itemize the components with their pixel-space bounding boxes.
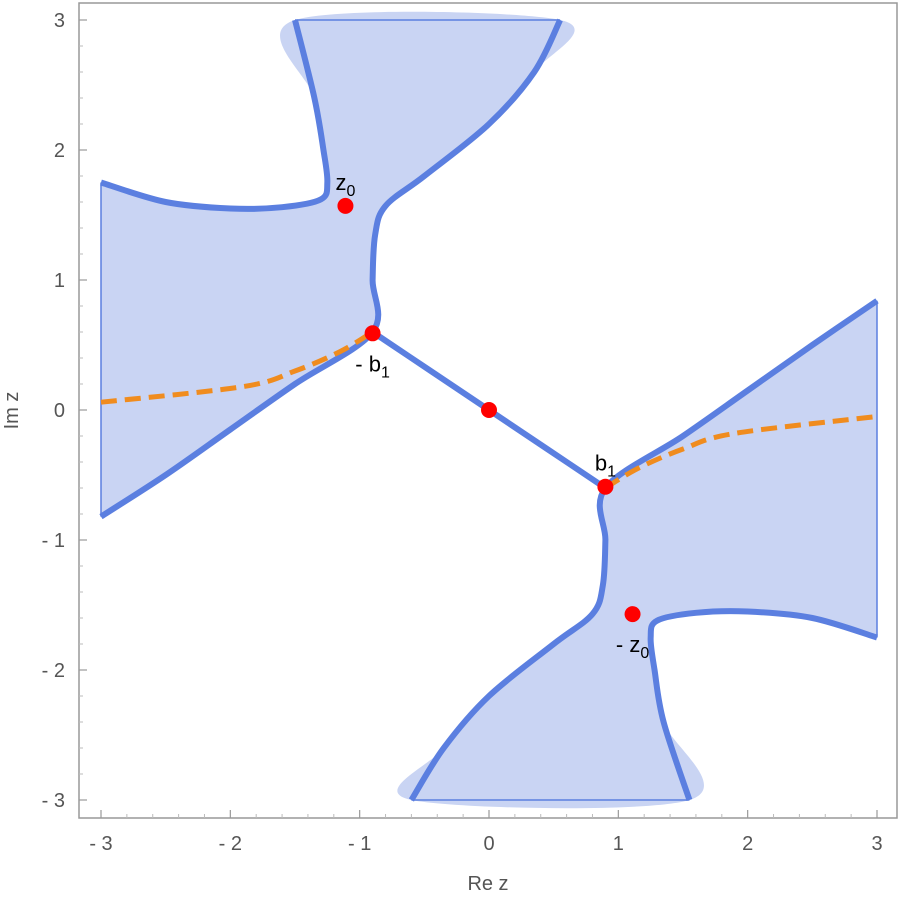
point-1 [337, 197, 354, 214]
x-tick-label-4: 0 [483, 833, 494, 855]
point-3 [481, 402, 497, 418]
point-label-1: z0 [335, 170, 355, 200]
x-tick-label-6: 2 [742, 833, 753, 855]
point-label-5: - z0 [616, 632, 649, 662]
dashed-curve-2 [604, 414, 878, 491]
y-tick-label-3: - 1 [42, 530, 65, 552]
y-tick-label-4: 0 [54, 400, 65, 422]
boundary-lower-right-inner [408, 298, 879, 802]
y-tick-label-7: 3 [54, 10, 65, 32]
x-tick-label-2: - 2 [219, 833, 242, 855]
point-5 [624, 606, 641, 623]
point-label-2: - b1 [355, 351, 390, 381]
x-axis-label: Re z [467, 873, 508, 895]
x-tick-label-3: - 1 [348, 833, 371, 855]
point-2 [364, 325, 381, 342]
region-boundaries [99, 18, 879, 802]
boundary-upper-left-outer [100, 19, 331, 212]
region-upper-left [101, 11, 575, 517]
y-tick-label-6: 2 [54, 140, 65, 162]
region-lower-right [397, 300, 877, 809]
dashed-curves [100, 329, 878, 491]
marked-points: z0 - b1 b1 - z0 [335, 170, 649, 662]
y-tick-label-5: 1 [54, 270, 65, 292]
point-label-4: b1 [595, 451, 616, 481]
shaded-regions [101, 11, 877, 809]
dashed-curve-1 [100, 329, 374, 405]
point-4 [597, 478, 614, 495]
boundary-upper-left-inner [99, 18, 563, 520]
x-tick-label-7: 3 [871, 833, 882, 855]
x-tick-label-5: 1 [613, 833, 624, 855]
y-axis-label: Im z [1, 392, 23, 430]
x-tick-label-1: - 3 [89, 833, 112, 855]
axes: - 3 - 2 - 1 0 1 2 3 - 3 - 2 - 1 0 1 2 3 [42, 10, 883, 855]
y-tick-label-1: - 3 [42, 790, 65, 812]
boundary-lower-right-outer [647, 608, 878, 801]
y-tick-label-2: - 2 [42, 660, 65, 682]
